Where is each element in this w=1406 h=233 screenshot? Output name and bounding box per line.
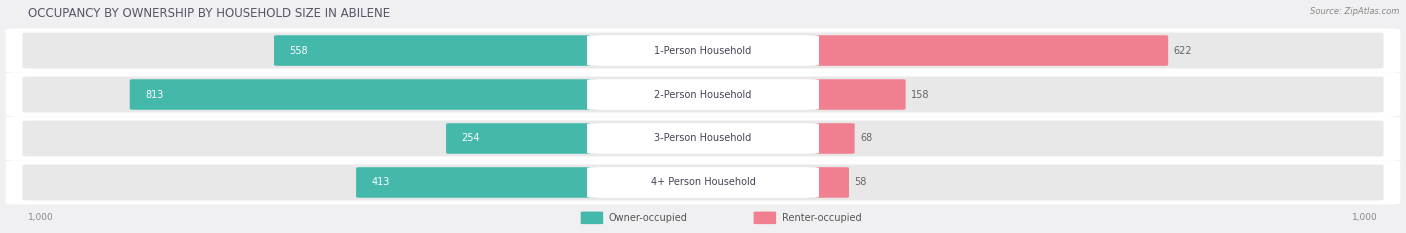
FancyBboxPatch shape: [446, 123, 599, 154]
Text: 1-Person Household: 1-Person Household: [654, 45, 752, 55]
Text: 254: 254: [461, 134, 481, 144]
Text: 558: 558: [290, 45, 308, 55]
FancyBboxPatch shape: [588, 35, 818, 66]
FancyBboxPatch shape: [22, 120, 1384, 156]
Text: 413: 413: [371, 178, 389, 188]
FancyBboxPatch shape: [6, 160, 1400, 205]
FancyBboxPatch shape: [6, 28, 1400, 73]
FancyBboxPatch shape: [22, 164, 1384, 200]
Text: OCCUPANCY BY OWNERSHIP BY HOUSEHOLD SIZE IN ABILENE: OCCUPANCY BY OWNERSHIP BY HOUSEHOLD SIZE…: [28, 7, 391, 20]
Text: 813: 813: [145, 89, 163, 99]
Text: 622: 622: [1174, 45, 1192, 55]
FancyBboxPatch shape: [588, 79, 818, 110]
Text: 58: 58: [855, 178, 868, 188]
FancyBboxPatch shape: [22, 77, 1384, 113]
FancyBboxPatch shape: [808, 79, 905, 110]
FancyBboxPatch shape: [588, 123, 818, 154]
FancyBboxPatch shape: [274, 35, 599, 66]
Text: Owner-occupied: Owner-occupied: [609, 213, 688, 223]
Text: 2-Person Household: 2-Person Household: [654, 89, 752, 99]
FancyBboxPatch shape: [6, 116, 1400, 161]
Text: 1,000: 1,000: [1353, 213, 1378, 222]
Text: 4+ Person Household: 4+ Person Household: [651, 178, 755, 188]
Text: 158: 158: [911, 89, 929, 99]
Text: 1,000: 1,000: [28, 213, 53, 222]
FancyBboxPatch shape: [581, 212, 603, 224]
Text: Source: ZipAtlas.com: Source: ZipAtlas.com: [1309, 7, 1399, 16]
FancyBboxPatch shape: [808, 35, 1168, 66]
FancyBboxPatch shape: [754, 212, 776, 224]
Text: 68: 68: [860, 134, 873, 144]
FancyBboxPatch shape: [6, 72, 1400, 116]
FancyBboxPatch shape: [808, 167, 849, 198]
Text: Renter-occupied: Renter-occupied: [782, 213, 862, 223]
FancyBboxPatch shape: [588, 167, 818, 198]
FancyBboxPatch shape: [129, 79, 599, 110]
FancyBboxPatch shape: [808, 123, 855, 154]
FancyBboxPatch shape: [356, 167, 599, 198]
FancyBboxPatch shape: [22, 33, 1384, 69]
Text: 3-Person Household: 3-Person Household: [654, 134, 752, 144]
